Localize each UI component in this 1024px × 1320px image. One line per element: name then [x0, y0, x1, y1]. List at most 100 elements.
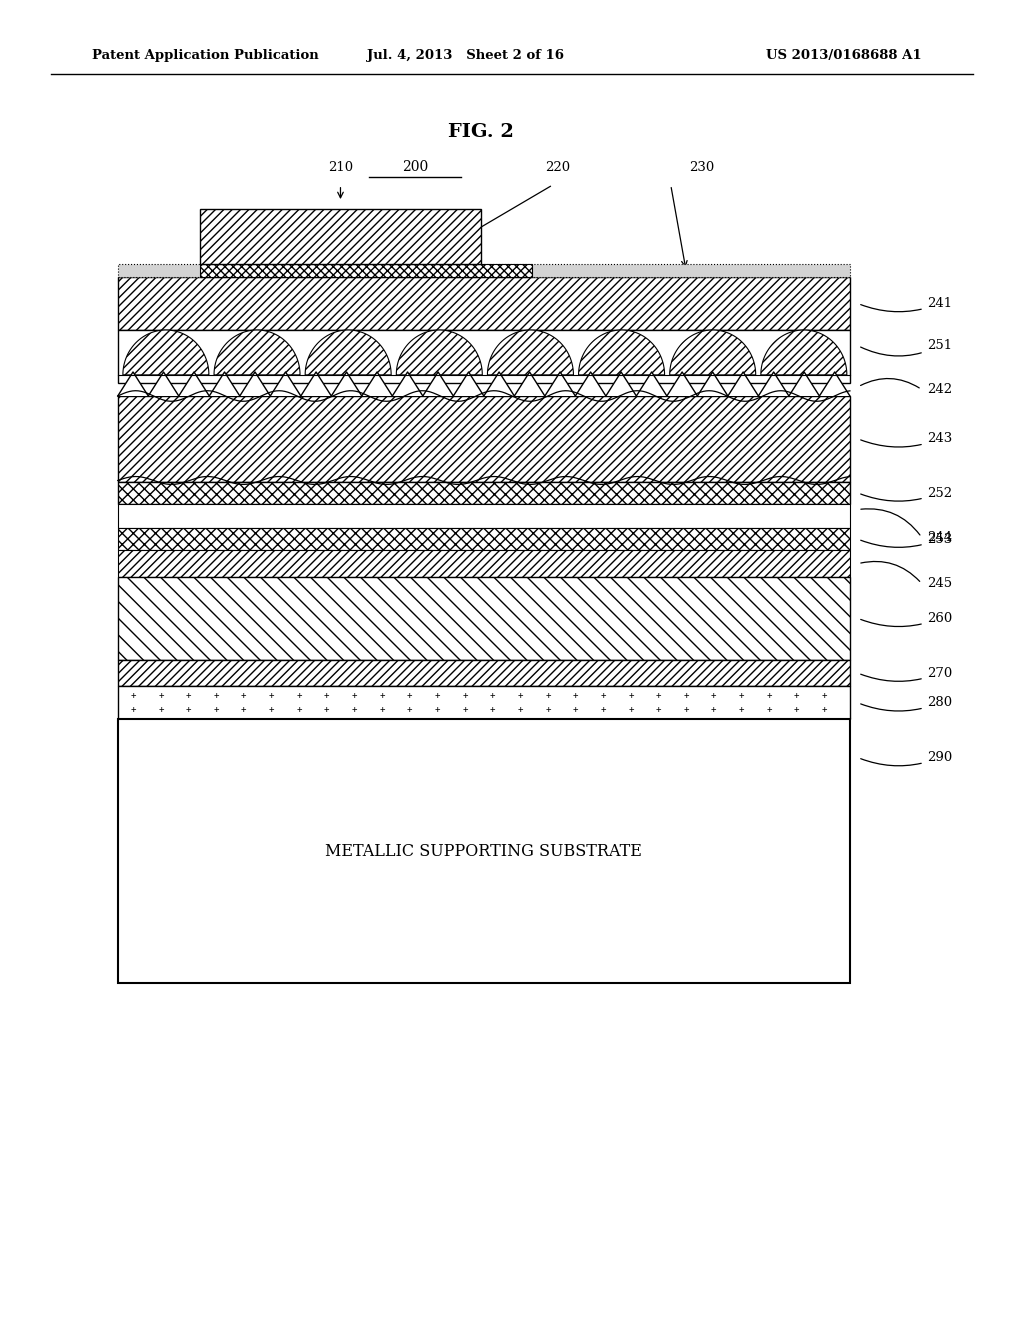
Text: 243: 243 — [861, 433, 952, 447]
Text: 241: 241 — [861, 297, 952, 312]
Bar — [118, 264, 850, 277]
Text: +: + — [351, 692, 357, 700]
Bar — [200, 209, 481, 264]
Text: +: + — [434, 705, 440, 714]
Bar — [118, 550, 850, 577]
Text: +: + — [351, 705, 357, 714]
Polygon shape — [305, 330, 391, 375]
Polygon shape — [148, 372, 179, 396]
Text: +: + — [130, 692, 136, 700]
Polygon shape — [396, 330, 482, 375]
Polygon shape — [454, 372, 483, 396]
Polygon shape — [240, 372, 270, 396]
Bar — [118, 660, 850, 686]
Bar — [118, 686, 850, 719]
Polygon shape — [788, 372, 819, 396]
Text: +: + — [794, 692, 800, 700]
Text: +: + — [683, 692, 689, 700]
Text: +: + — [517, 692, 523, 700]
Text: +: + — [379, 705, 385, 714]
Text: +: + — [766, 705, 772, 714]
Text: +: + — [572, 705, 579, 714]
Text: +: + — [185, 692, 191, 700]
Text: 200: 200 — [401, 160, 428, 174]
Text: 280: 280 — [861, 697, 952, 711]
Text: +: + — [821, 692, 827, 700]
Text: 251: 251 — [860, 339, 952, 356]
Text: +: + — [545, 692, 551, 700]
Text: +: + — [462, 692, 468, 700]
Text: +: + — [545, 705, 551, 714]
Text: +: + — [462, 705, 468, 714]
Text: +: + — [683, 705, 689, 714]
Text: 210: 210 — [328, 161, 353, 174]
Text: +: + — [738, 692, 744, 700]
Polygon shape — [819, 372, 850, 396]
Text: 290: 290 — [861, 751, 952, 766]
Polygon shape — [487, 330, 573, 375]
Bar — [118, 396, 850, 482]
Polygon shape — [759, 372, 788, 396]
Bar — [200, 264, 532, 277]
Bar — [118, 330, 850, 383]
Polygon shape — [392, 372, 423, 396]
Text: +: + — [600, 692, 606, 700]
Text: 220: 220 — [546, 161, 570, 174]
Text: 253: 253 — [861, 533, 952, 548]
Bar — [118, 528, 850, 550]
Text: 244: 244 — [927, 531, 952, 544]
Text: US 2013/0168688 A1: US 2013/0168688 A1 — [766, 49, 922, 62]
Polygon shape — [728, 372, 759, 396]
Text: 270: 270 — [861, 667, 952, 681]
Text: +: + — [324, 705, 330, 714]
Polygon shape — [545, 372, 575, 396]
Polygon shape — [514, 372, 545, 396]
Text: +: + — [711, 692, 717, 700]
Text: +: + — [241, 692, 247, 700]
Text: +: + — [213, 705, 219, 714]
Text: +: + — [821, 705, 827, 714]
Text: +: + — [158, 705, 164, 714]
Text: 242: 242 — [927, 383, 952, 396]
Text: +: + — [324, 692, 330, 700]
Text: +: + — [241, 705, 247, 714]
Polygon shape — [209, 372, 240, 396]
Polygon shape — [606, 372, 636, 396]
Text: +: + — [434, 692, 440, 700]
Text: Patent Application Publication: Patent Application Publication — [92, 49, 318, 62]
Text: +: + — [628, 705, 634, 714]
Text: +: + — [407, 705, 413, 714]
Text: +: + — [379, 692, 385, 700]
Polygon shape — [118, 372, 148, 396]
Text: +: + — [130, 705, 136, 714]
Text: +: + — [489, 705, 496, 714]
Text: METALLIC SUPPORTING SUBSTRATE: METALLIC SUPPORTING SUBSTRATE — [326, 843, 642, 859]
Polygon shape — [332, 372, 361, 396]
Polygon shape — [361, 372, 392, 396]
Text: +: + — [296, 692, 302, 700]
Text: +: + — [268, 692, 274, 700]
Text: +: + — [213, 692, 219, 700]
Text: +: + — [655, 692, 662, 700]
Text: +: + — [158, 692, 164, 700]
Polygon shape — [636, 372, 667, 396]
Text: 260: 260 — [861, 612, 952, 627]
Bar — [118, 482, 850, 504]
Bar — [118, 277, 850, 330]
Polygon shape — [301, 372, 332, 396]
Text: +: + — [572, 692, 579, 700]
Text: +: + — [766, 692, 772, 700]
Text: FIG. 2: FIG. 2 — [449, 123, 514, 141]
Text: +: + — [600, 705, 606, 714]
Polygon shape — [179, 372, 209, 396]
Text: 252: 252 — [861, 487, 952, 502]
Polygon shape — [270, 372, 301, 396]
Text: Jul. 4, 2013   Sheet 2 of 16: Jul. 4, 2013 Sheet 2 of 16 — [368, 49, 564, 62]
Polygon shape — [423, 372, 454, 396]
Polygon shape — [667, 372, 697, 396]
Bar — [118, 577, 850, 660]
Polygon shape — [123, 330, 209, 375]
Text: +: + — [711, 705, 717, 714]
Polygon shape — [761, 330, 847, 375]
Text: 230: 230 — [689, 161, 714, 174]
